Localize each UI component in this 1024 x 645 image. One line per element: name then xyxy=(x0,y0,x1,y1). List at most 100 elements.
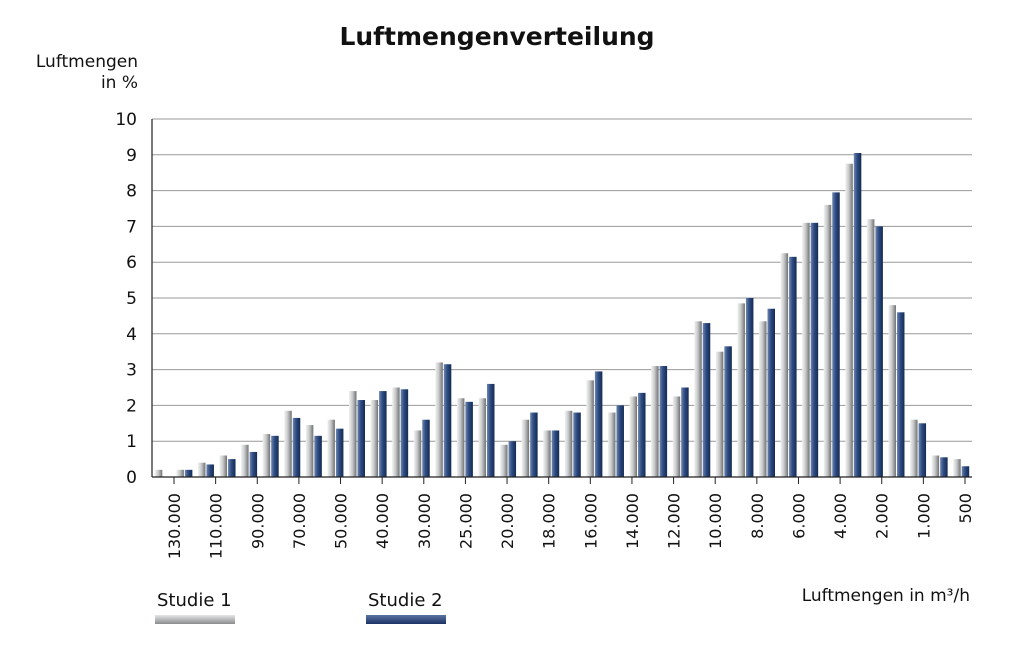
bar-studie-2-3 xyxy=(228,459,236,477)
x-tick-label-11: 14.000 xyxy=(623,493,642,549)
bar-studie-2-33 xyxy=(875,226,883,477)
bar-studie-2-22 xyxy=(638,392,646,477)
bar-studie-2-37 xyxy=(961,466,970,477)
bar-studie-1-17 xyxy=(521,419,530,477)
y-tick-label-9: 9 xyxy=(126,146,137,166)
bar-studie-1-29 xyxy=(780,253,789,477)
bar-studie-1-3 xyxy=(219,455,228,477)
bar-studie-2-2 xyxy=(206,464,214,477)
bar-studie-1-34 xyxy=(888,305,896,477)
x-tick-label-2: 90.000 xyxy=(248,493,267,549)
legend-label-studie-1: Studie 1 xyxy=(157,590,232,611)
bar-studie-2-25 xyxy=(702,323,711,477)
x-tick-label-3: 70.000 xyxy=(290,493,309,549)
y-axis-label-line2: in % xyxy=(100,73,138,93)
y-tick-label-5: 5 xyxy=(126,289,137,309)
bar-studie-1-23 xyxy=(651,366,659,477)
bar-studie-1-13 xyxy=(435,362,443,477)
bar-studie-1-33 xyxy=(866,219,875,478)
bar-studie-2-29 xyxy=(789,256,797,477)
bar-studie-2-27 xyxy=(745,298,754,477)
bar-studie-2-5 xyxy=(271,435,279,477)
y-tick-label-1: 1 xyxy=(126,432,137,452)
y-tick-label-2: 2 xyxy=(126,396,137,416)
legend-label-studie-2: Studie 2 xyxy=(368,590,443,611)
legend-swatch-studie-2 xyxy=(366,615,446,624)
y-axis-label: Luftmengen in % xyxy=(10,52,138,94)
bar-studie-2-20 xyxy=(594,371,603,477)
x-tick-label-17: 2.000 xyxy=(873,493,892,539)
bar-studie-1-31 xyxy=(823,204,832,478)
bar-studie-2-34 xyxy=(896,312,905,477)
bar-studie-2-32 xyxy=(853,153,862,477)
bar-studie-1-18 xyxy=(543,430,551,477)
y-tick-label-7: 7 xyxy=(126,217,137,237)
y-tick-label-6: 6 xyxy=(126,253,137,273)
y-tick-label-10: 10 xyxy=(115,110,137,130)
bar-studie-1-0 xyxy=(154,469,163,477)
bar-studie-2-12 xyxy=(422,419,430,477)
bar-studie-1-4 xyxy=(241,444,249,477)
bar-studie-1-9 xyxy=(349,391,357,477)
x-tick-label-10: 16.000 xyxy=(581,493,600,549)
bar-studie-2-14 xyxy=(465,401,473,477)
bar-studie-2-9 xyxy=(357,400,365,477)
bar-studie-2-28 xyxy=(767,308,775,477)
x-tick-label-8: 20.000 xyxy=(498,493,517,549)
x-tick-label-16: 4.000 xyxy=(831,493,850,539)
y-tick-label-3: 3 xyxy=(126,361,137,381)
bar-studie-1-21 xyxy=(607,412,616,477)
bar-studie-2-19 xyxy=(573,412,581,477)
bar-studie-2-23 xyxy=(659,366,668,477)
bar-studie-2-35 xyxy=(918,423,927,477)
bar-studie-1-24 xyxy=(672,396,681,477)
x-tick-label-7: 25.000 xyxy=(456,493,475,549)
bar-studie-2-15 xyxy=(486,383,495,477)
x-tick-label-18: 1.000 xyxy=(914,493,933,539)
bar-studie-2-4 xyxy=(249,451,258,477)
bar-studie-2-8 xyxy=(335,428,344,477)
bar-studie-2-17 xyxy=(530,412,538,477)
bar-studie-1-25 xyxy=(694,321,702,477)
y-tick-label-4: 4 xyxy=(126,325,137,345)
x-tick-label-4: 50.000 xyxy=(332,493,351,549)
x-tick-label-5: 40.000 xyxy=(373,493,392,549)
x-tick-label-9: 18.000 xyxy=(540,493,559,549)
bar-studie-2-1 xyxy=(184,469,193,477)
bar-studie-2-10 xyxy=(379,391,387,477)
bar-studie-1-12 xyxy=(413,430,422,477)
bar-studie-1-26 xyxy=(715,351,724,477)
bar-studie-2-13 xyxy=(443,364,452,477)
x-tick-label-15: 6.000 xyxy=(789,493,808,539)
bar-studie-1-8 xyxy=(327,419,335,477)
bar-studie-1-37 xyxy=(953,459,961,477)
x-tick-label-0: 130.000 xyxy=(165,493,184,559)
bar-studie-1-6 xyxy=(284,410,292,477)
bar-studie-2-11 xyxy=(400,389,409,477)
bar-studie-2-26 xyxy=(724,346,732,477)
bar-studie-1-20 xyxy=(586,380,594,477)
x-axis-unit-label: Luftmengen in m³/h xyxy=(801,586,970,606)
bar-studie-1-22 xyxy=(629,396,638,477)
bar-studie-1-30 xyxy=(802,222,810,477)
bar-studie-1-14 xyxy=(456,398,465,477)
bar-studie-2-18 xyxy=(551,430,560,477)
bar-studie-2-24 xyxy=(681,387,689,477)
bar-studie-1-28 xyxy=(759,321,767,477)
bar-studie-2-6 xyxy=(292,417,301,477)
bar-studie-1-19 xyxy=(564,410,573,477)
y-tick-label-0: 0 xyxy=(126,468,137,488)
bar-studie-1-2 xyxy=(197,462,206,477)
bar-studie-1-11 xyxy=(392,387,400,477)
x-tick-label-12: 12.000 xyxy=(665,493,684,549)
bar-studie-1-5 xyxy=(262,434,271,477)
bar-studie-2-7 xyxy=(314,435,322,477)
bar-studie-1-36 xyxy=(931,455,940,477)
bar-studie-2-30 xyxy=(810,222,819,477)
bar-studie-2-31 xyxy=(832,192,840,477)
bar-studie-1-15 xyxy=(478,398,486,477)
bar-studie-1-10 xyxy=(370,400,379,477)
x-tick-label-6: 30.000 xyxy=(415,493,434,549)
bar-studie-1-16 xyxy=(500,444,508,477)
